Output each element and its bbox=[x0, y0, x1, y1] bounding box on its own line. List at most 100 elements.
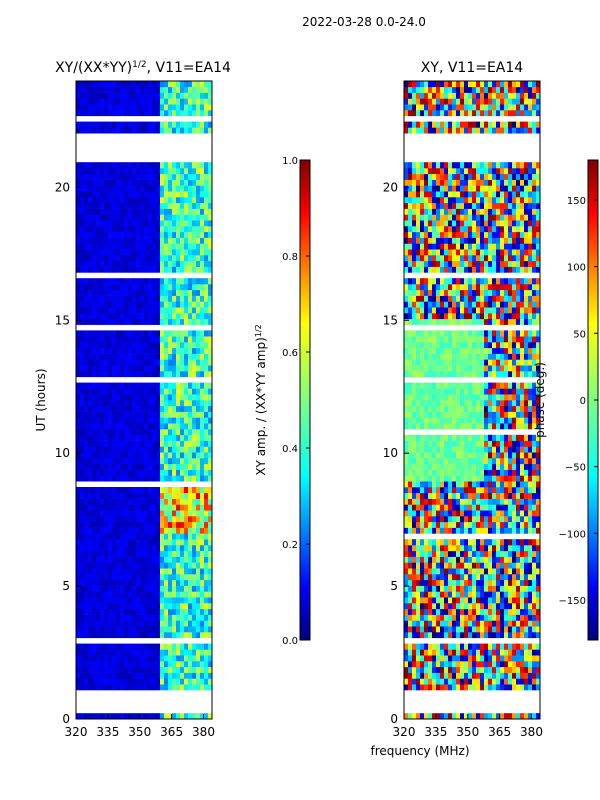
heatmap-cell bbox=[152, 516, 157, 523]
heatmap-cell bbox=[112, 81, 117, 88]
heatmap-cell bbox=[160, 463, 165, 470]
heatmap-cell bbox=[104, 231, 109, 238]
heatmap-cell bbox=[436, 400, 441, 407]
heatmap-cell bbox=[200, 550, 205, 557]
heatmap-cell bbox=[128, 608, 133, 615]
heatmap-cell bbox=[444, 568, 449, 575]
heatmap-cell bbox=[432, 411, 437, 418]
heatmap-cell bbox=[128, 603, 133, 610]
heatmap-cell bbox=[108, 684, 113, 691]
heatmap-cell bbox=[156, 202, 161, 209]
heatmap-cell bbox=[140, 110, 145, 117]
heatmap-cell bbox=[148, 516, 153, 523]
heatmap-cell bbox=[96, 545, 101, 552]
heatmap-cell bbox=[172, 405, 177, 412]
heatmap-cell bbox=[420, 388, 425, 395]
heatmap-cell bbox=[484, 655, 489, 662]
heatmap-cell bbox=[192, 237, 197, 244]
heatmap-cell bbox=[144, 545, 149, 552]
heatmap-cell bbox=[100, 365, 105, 372]
heatmap-cell bbox=[104, 342, 109, 349]
heatmap-cell bbox=[164, 278, 169, 285]
heatmap-cell bbox=[104, 475, 109, 482]
heatmap-cell bbox=[116, 562, 121, 569]
heatmap-cell bbox=[76, 266, 81, 273]
heatmap-cell bbox=[76, 585, 81, 592]
heatmap-cell bbox=[152, 301, 157, 308]
heatmap-cell bbox=[160, 521, 165, 528]
heatmap-cell bbox=[164, 347, 169, 354]
heatmap-cell bbox=[160, 620, 165, 627]
heatmap-cell bbox=[436, 562, 441, 569]
heatmap-cell bbox=[528, 672, 533, 679]
heatmap-cell bbox=[168, 104, 173, 111]
heatmap-cell bbox=[416, 394, 421, 401]
heatmap-cell bbox=[120, 545, 125, 552]
heatmap-cell bbox=[432, 666, 437, 673]
heatmap-cell bbox=[140, 86, 145, 93]
heatmap-cell bbox=[524, 504, 529, 511]
heatmap-cell bbox=[176, 649, 181, 656]
heatmap-cell bbox=[460, 434, 465, 441]
heatmap-cell bbox=[448, 527, 453, 534]
heatmap-cell bbox=[524, 458, 529, 465]
heatmap-cell bbox=[208, 243, 212, 250]
heatmap-cell bbox=[188, 440, 193, 447]
heatmap-cell bbox=[420, 684, 425, 691]
heatmap-cell bbox=[420, 661, 425, 668]
heatmap-cell bbox=[204, 510, 209, 517]
heatmap-cell bbox=[184, 301, 189, 308]
heatmap-cell bbox=[444, 666, 449, 673]
heatmap-cell bbox=[528, 620, 533, 627]
heatmap-cell bbox=[192, 359, 197, 366]
heatmap-cell bbox=[440, 388, 445, 395]
heatmap-cell bbox=[112, 539, 117, 546]
heatmap-cell bbox=[416, 678, 421, 685]
heatmap-cell bbox=[152, 185, 157, 192]
heatmap-cell bbox=[456, 521, 461, 528]
heatmap-cell bbox=[468, 469, 473, 476]
heatmap-cell bbox=[192, 429, 197, 436]
heatmap-cell bbox=[164, 458, 169, 465]
heatmap-cell bbox=[96, 214, 101, 221]
heatmap-cell bbox=[116, 417, 121, 424]
heatmap-cell bbox=[188, 626, 193, 633]
heatmap-cell bbox=[172, 713, 177, 719]
heatmap-cell bbox=[516, 585, 521, 592]
heatmap-cell bbox=[172, 197, 177, 204]
heatmap-cell bbox=[196, 545, 201, 552]
heatmap-cell bbox=[180, 359, 185, 366]
heatmap-cell bbox=[208, 173, 212, 180]
heatmap-cell bbox=[472, 423, 477, 430]
heatmap-cell bbox=[88, 394, 93, 401]
heatmap-cell bbox=[132, 521, 137, 528]
heatmap-cell bbox=[128, 173, 133, 180]
heatmap-cell bbox=[136, 533, 141, 540]
heatmap-cell bbox=[108, 313, 113, 320]
heatmap-cell bbox=[404, 597, 409, 604]
heatmap-cell bbox=[524, 469, 529, 476]
heatmap-cell bbox=[188, 243, 193, 250]
heatmap-cell bbox=[420, 666, 425, 673]
heatmap-cell bbox=[176, 405, 181, 412]
heatmap-cell bbox=[100, 388, 105, 395]
heatmap-cell bbox=[200, 121, 205, 128]
heatmap-cell bbox=[112, 440, 117, 447]
heatmap-cell bbox=[516, 452, 521, 459]
heatmap-cell bbox=[184, 226, 189, 233]
heatmap-cell bbox=[480, 626, 485, 633]
heatmap-cell bbox=[488, 492, 493, 499]
heatmap-cell bbox=[124, 463, 129, 470]
heatmap-cell bbox=[496, 568, 501, 575]
heatmap-cell bbox=[504, 713, 509, 719]
heatmap-cell bbox=[184, 417, 189, 424]
heatmap-cell bbox=[420, 655, 425, 662]
heatmap-cell bbox=[196, 168, 201, 175]
heatmap-cell bbox=[84, 214, 89, 221]
heatmap-cell bbox=[204, 342, 209, 349]
heatmap-cell bbox=[140, 585, 145, 592]
heatmap-cell bbox=[104, 539, 109, 546]
heatmap-cell bbox=[420, 579, 425, 586]
heatmap-cell bbox=[112, 574, 117, 581]
heatmap-cell bbox=[176, 463, 181, 470]
